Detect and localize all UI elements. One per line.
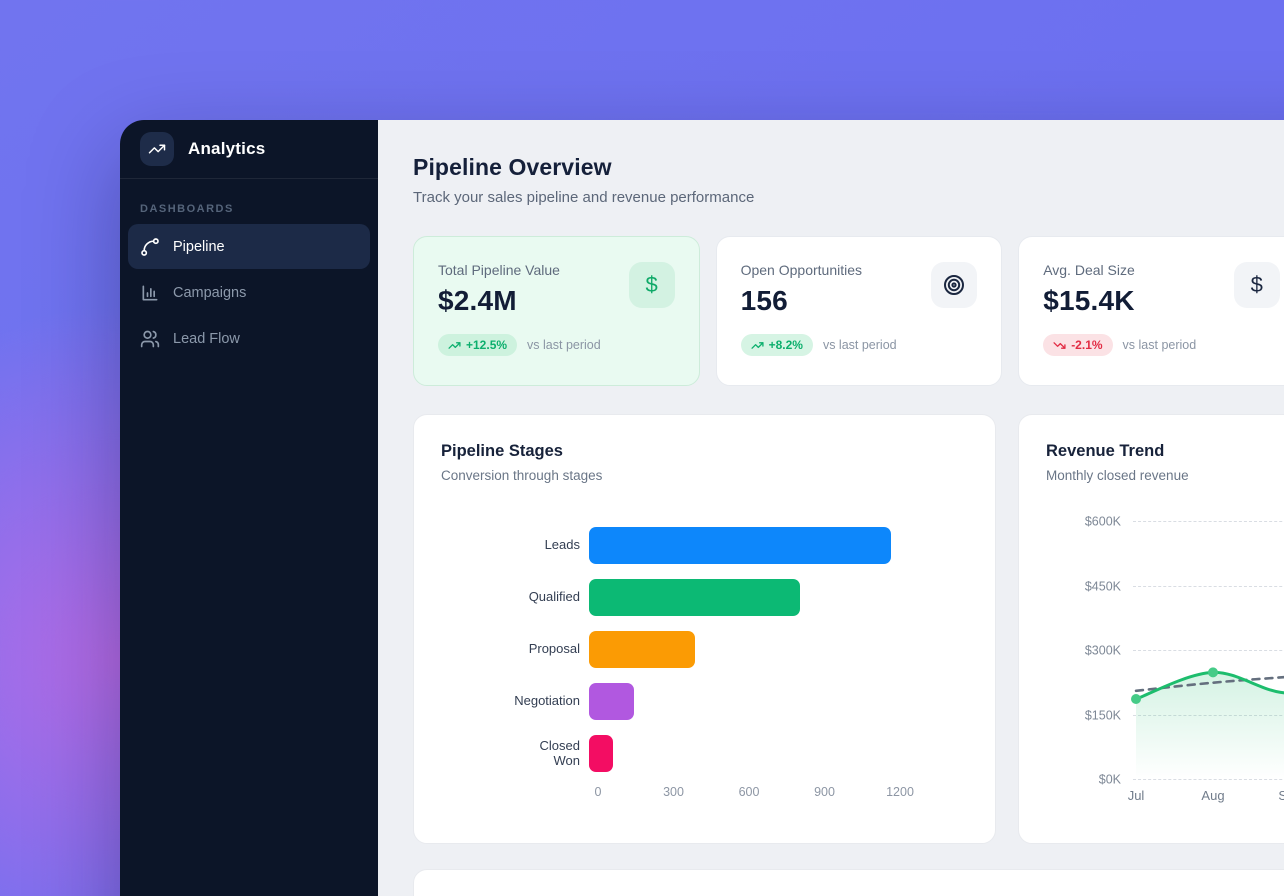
month-label: Jul [1127, 788, 1145, 803]
app-window: Analytics DASHBOARDS Pipeline Campaigns [120, 120, 1284, 896]
bar-track [589, 579, 891, 616]
bar [589, 631, 695, 668]
bar-row: Qualified [441, 579, 968, 616]
bar-label: Qualified [528, 589, 580, 605]
bar [589, 735, 613, 772]
data-point [1131, 694, 1141, 704]
bar-row: Proposal [441, 631, 968, 668]
y-tick-label: $450K [1084, 578, 1121, 593]
kpi-card-total-pipeline-value: Total Pipeline Value $2.4M +12.5% vs las… [413, 236, 700, 386]
x-tick-label: 900 [814, 785, 835, 799]
main-content: Pipeline Overview Track your sales pipel… [378, 120, 1284, 896]
bar-track [589, 527, 891, 564]
pipeline-icon [141, 237, 159, 256]
target-icon [931, 262, 978, 308]
y-tick-label: $150K [1084, 707, 1121, 722]
dollar-icon: $ [628, 262, 675, 308]
change-badge: +12.5% [438, 334, 518, 356]
sidebar-item-lead-flow[interactable]: Lead Flow [128, 316, 370, 361]
sidebar-item-pipeline[interactable]: Pipeline [128, 224, 370, 269]
data-point [1208, 667, 1218, 678]
sidebar-section-label: DASHBOARDS [140, 203, 234, 215]
stage-bar-axis: 0 300 600 900 1200 [594, 785, 914, 801]
gridline: $600K [1085, 514, 1284, 528]
y-tick-label: $300K [1084, 643, 1121, 658]
area-fill [1136, 672, 1284, 779]
bar-track [589, 683, 891, 720]
bar [589, 579, 801, 616]
bar-track [589, 631, 891, 668]
bar [589, 527, 891, 564]
pipeline-stages-card: Pipeline Stages Conversion through stage… [413, 414, 996, 844]
page-subtitle: Track your sales pipeline and revenue pe… [413, 189, 755, 206]
y-tick-label: $600K [1084, 514, 1121, 529]
bar-chart-icon [142, 285, 158, 300]
bar-label: Closed Won [539, 737, 580, 768]
app-name: Analytics [188, 139, 266, 158]
trending-down-icon [1053, 341, 1066, 349]
sidebar-item-label: Campaigns [173, 284, 247, 301]
chart-title: Pipeline Stages [441, 442, 563, 460]
comparison-label: vs last period [527, 338, 601, 352]
trend-dashed-line [1134, 675, 1284, 693]
line-chart-svg [1131, 667, 1284, 779]
sidebar-nav: Pipeline Campaigns Lead Flow [120, 224, 378, 362]
bar-row: Negotiation [441, 683, 968, 720]
chart-subtitle: Conversion through stages [441, 468, 603, 483]
kpi-card-avg-deal-size: Avg. Deal Size $15.4K -2.1% vs last peri… [1018, 236, 1284, 386]
page-title: Pipeline Overview [413, 154, 612, 180]
kpi-card-open-opportunities: Open Opportunities 156 +8.2% vs last per… [715, 236, 1003, 386]
stage-bar-chart: Leads Qualified Proposal Negotiation Closed … [441, 527, 968, 772]
sidebar-item-campaigns[interactable]: Campaigns [128, 270, 370, 315]
dollar-icon: $ [1233, 262, 1280, 308]
trending-up-icon [448, 341, 461, 349]
gridline: $300K [1085, 643, 1284, 657]
sidebar: Analytics DASHBOARDS Pipeline Campaigns [120, 120, 378, 896]
bar-row: Leads [441, 527, 968, 564]
kpi-value: $2.4M [438, 285, 517, 316]
month-label: Aug [1201, 788, 1225, 803]
gridline: $450K [1085, 579, 1284, 593]
users-icon [140, 330, 160, 347]
x-tick-label: 1200 [886, 785, 914, 799]
trending-up-icon [148, 144, 166, 154]
kpi-value: 156 [740, 285, 788, 316]
partial-card [413, 869, 1284, 896]
x-tick-label: 600 [738, 785, 760, 799]
bar-label: Negotiation [514, 693, 580, 709]
kpi-label: Open Opportunities [740, 262, 862, 278]
charts-row: Pipeline Stages Conversion through stage… [413, 414, 1284, 844]
app-logo [140, 132, 174, 166]
sidebar-item-label: Lead Flow [173, 330, 240, 347]
change-badge: -2.1% [1043, 334, 1113, 356]
revenue-line [1134, 670, 1284, 701]
kpi-value: $15.4K [1043, 285, 1135, 316]
bar-label: Proposal [528, 641, 580, 657]
kpi-label: Avg. Deal Size [1043, 262, 1135, 278]
x-tick-label: 300 [663, 785, 684, 799]
revenue-trend-card: Revenue Trend Monthly closed revenue $60… [1018, 414, 1284, 844]
sidebar-header: Analytics [120, 120, 378, 179]
chart-title: Revenue Trend [1046, 442, 1165, 460]
chart-subtitle: Monthly closed revenue [1046, 468, 1189, 483]
trending-up-icon [751, 341, 764, 349]
comparison-label: vs last period [1122, 338, 1197, 352]
bar-row: Closed Won [441, 735, 968, 772]
bar [589, 683, 635, 720]
comparison-label: vs last period [822, 338, 897, 352]
bar-track [589, 735, 891, 772]
kpi-label: Total Pipeline Value [438, 262, 560, 278]
x-tick-label: 0 [594, 785, 602, 799]
change-badge: +8.2% [740, 334, 813, 356]
sidebar-item-label: Pipeline [173, 238, 225, 255]
gridline: $0K [1099, 772, 1284, 786]
y-tick-label: $0K [1098, 772, 1121, 787]
month-label: Sep [1278, 788, 1284, 803]
bar-label: Leads [544, 537, 580, 553]
kpi-row: Total Pipeline Value $2.4M +12.5% vs las… [413, 236, 1284, 386]
revenue-line-chart: $600K $450K $300K $150K $0K Jul Aug Sep [1046, 514, 1284, 803]
